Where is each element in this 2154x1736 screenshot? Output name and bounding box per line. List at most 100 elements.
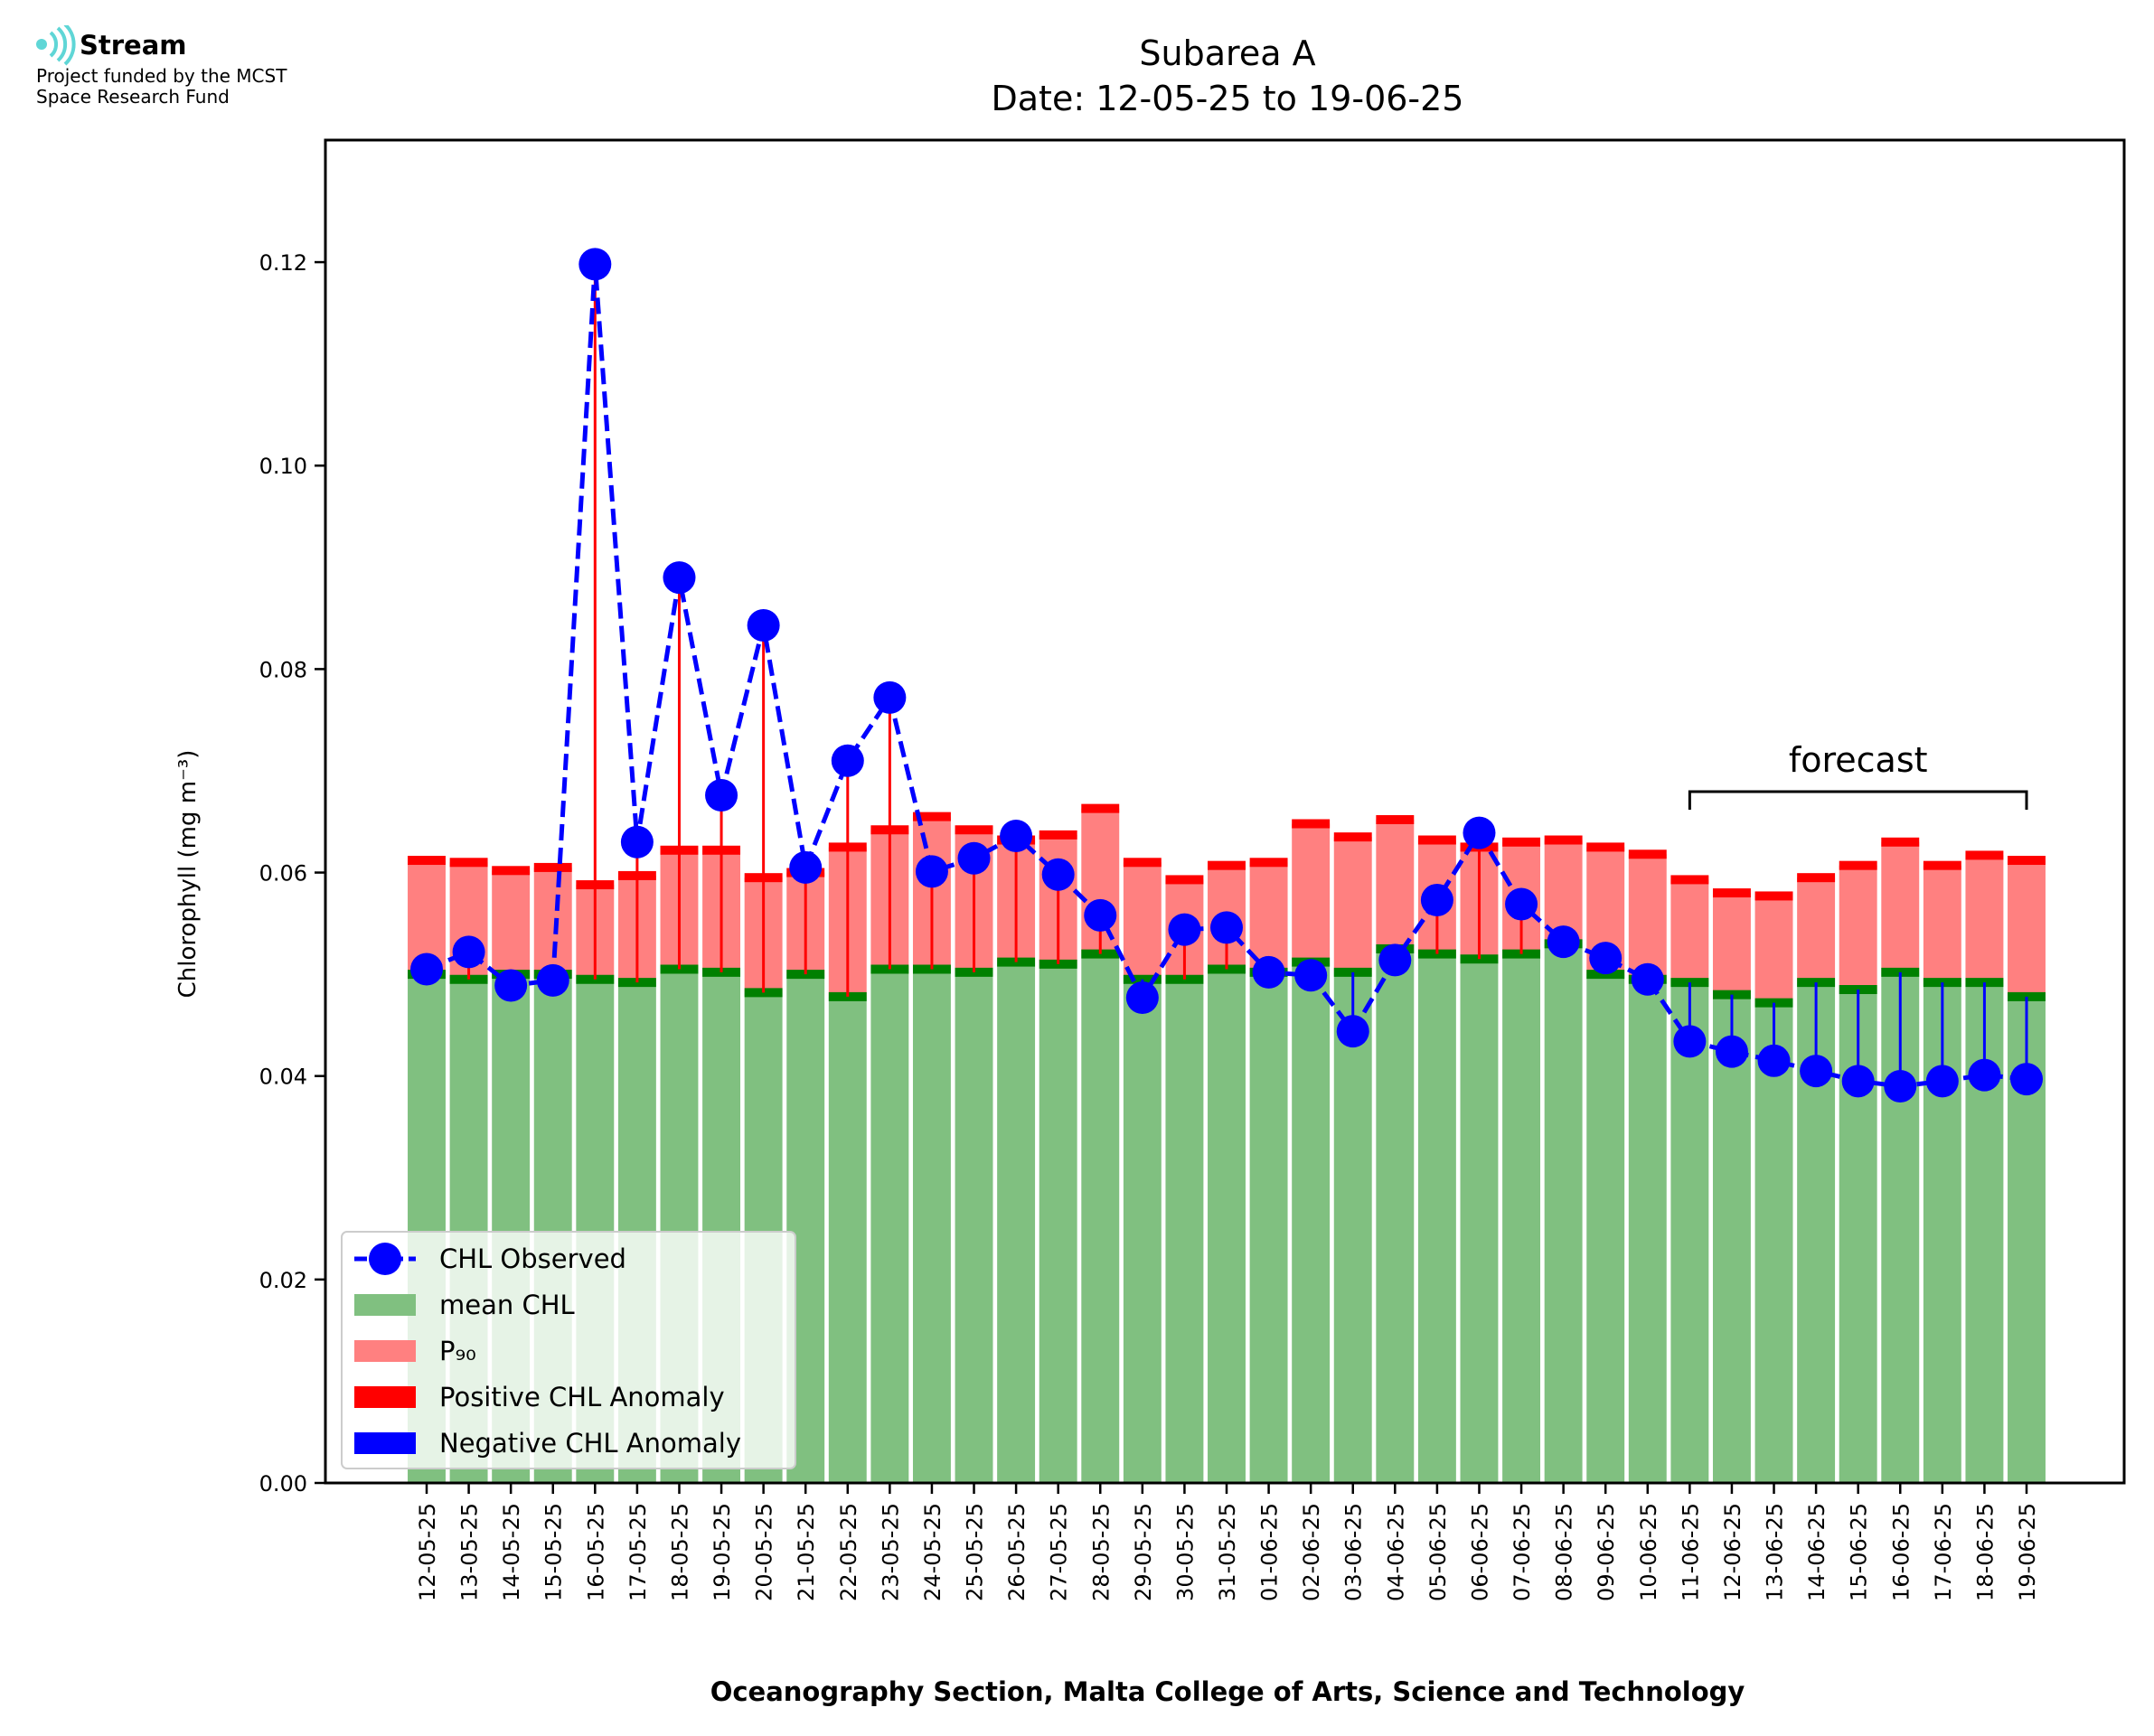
mean-chl-bar bbox=[997, 962, 1036, 1483]
p90-cap bbox=[1797, 873, 1836, 883]
chl-observed-point bbox=[663, 561, 696, 595]
x-tick-label: 01-06-25 bbox=[1257, 1503, 1283, 1601]
p90-cap bbox=[492, 866, 531, 876]
p90-cap bbox=[1754, 891, 1793, 901]
x-tick-label: 19-06-25 bbox=[2015, 1503, 2040, 1601]
chl-observed-point bbox=[1841, 1065, 1875, 1098]
x-tick-label: 18-05-25 bbox=[667, 1503, 692, 1601]
mean-chl-bar bbox=[1460, 959, 1499, 1483]
mean-chl-bar bbox=[1039, 963, 1077, 1483]
chl-observed-point bbox=[1294, 959, 1328, 992]
legend-marker-chl-observed bbox=[369, 1243, 401, 1275]
mean-chl-bar bbox=[1333, 971, 1372, 1483]
x-tick-label: 12-06-25 bbox=[1720, 1503, 1745, 1601]
x-tick-label: 14-06-25 bbox=[1804, 1503, 1829, 1601]
chl-observed-point bbox=[1252, 955, 1285, 989]
chl-observed-point bbox=[1168, 913, 1201, 946]
x-tick-label: 28-05-25 bbox=[1088, 1503, 1114, 1601]
x-tick-label: 10-06-25 bbox=[1636, 1503, 1661, 1601]
x-tick-label: 13-05-25 bbox=[457, 1503, 483, 1601]
x-tick-label: 08-06-25 bbox=[1552, 1503, 1577, 1601]
legend-box bbox=[341, 1231, 796, 1469]
mean-chl-bar bbox=[1417, 953, 1456, 1483]
chl-observed-point bbox=[1589, 942, 1623, 975]
chl-observed-point bbox=[1210, 911, 1243, 944]
logo-line-1: Project funded by the MCST bbox=[36, 65, 287, 87]
logo-name: Stream bbox=[80, 30, 187, 61]
x-tick-label: 26-05-25 bbox=[1004, 1503, 1030, 1601]
chl-observed-point bbox=[2010, 1063, 2043, 1096]
y-tick-label: 0.08 bbox=[259, 657, 307, 682]
p90-bar bbox=[1333, 837, 1372, 972]
mean-chl-bar bbox=[955, 971, 993, 1483]
chl-observed-point bbox=[1378, 943, 1412, 977]
chl-observed-point bbox=[1673, 1025, 1707, 1058]
x-tick-label: 17-06-25 bbox=[1931, 1503, 1956, 1601]
x-tick-label: 05-06-25 bbox=[1425, 1503, 1451, 1601]
p90-bar bbox=[1797, 877, 1836, 983]
chl-observed-point bbox=[1968, 1058, 2001, 1092]
p90-cap bbox=[1544, 835, 1583, 845]
y-tick-label: 0.00 bbox=[259, 1471, 307, 1497]
chart-title: Subarea A bbox=[1139, 33, 1315, 73]
y-tick-label: 0.04 bbox=[259, 1065, 307, 1090]
chl-observed-point bbox=[1420, 883, 1453, 916]
x-tick-label: 04-06-25 bbox=[1383, 1503, 1408, 1601]
y-axis-label: Chlorophyll (mg m⁻³) bbox=[174, 750, 202, 999]
x-tick-label: 16-05-25 bbox=[583, 1503, 608, 1601]
p90-cap bbox=[1712, 888, 1751, 898]
chl-observed-point bbox=[620, 825, 654, 859]
p90-cap bbox=[1670, 875, 1709, 885]
p90-cap bbox=[1039, 830, 1077, 840]
p90-cap bbox=[1417, 835, 1456, 845]
x-tick-label: 11-06-25 bbox=[1678, 1503, 1703, 1601]
mean-chl-bar bbox=[1376, 948, 1415, 1483]
x-tick-label: 12-05-25 bbox=[415, 1503, 440, 1601]
p90-cap bbox=[1839, 860, 1877, 870]
p90-cap bbox=[955, 825, 993, 835]
mean-chl-bar bbox=[1123, 979, 1162, 1483]
p90-cap bbox=[449, 858, 488, 868]
x-tick-label: 14-05-25 bbox=[499, 1503, 524, 1601]
p90-cap bbox=[1333, 832, 1372, 842]
chart-subtitle: Date: 12-05-25 to 19-06-25 bbox=[992, 79, 1464, 118]
x-tick-label: 20-05-25 bbox=[752, 1503, 777, 1601]
p90-cap bbox=[1376, 815, 1415, 825]
chl-observed-point bbox=[1800, 1055, 1833, 1088]
chl-observed-point bbox=[1084, 898, 1117, 932]
legend-swatch-2 bbox=[354, 1340, 416, 1362]
p90-bar bbox=[1123, 862, 1162, 980]
x-tick-label: 23-05-25 bbox=[878, 1503, 903, 1601]
x-tick-label: 13-06-25 bbox=[1763, 1503, 1788, 1601]
x-tick-label: 18-06-25 bbox=[1972, 1503, 1998, 1601]
x-tick-label: 09-06-25 bbox=[1594, 1503, 1619, 1601]
p90-cap bbox=[1081, 803, 1120, 813]
chl-observed-point bbox=[1125, 981, 1159, 1015]
chl-observed-point bbox=[915, 855, 948, 888]
chl-observed-point bbox=[452, 935, 485, 969]
p90-cap bbox=[408, 856, 446, 866]
p90-cap bbox=[1628, 849, 1667, 859]
plot-area: 0.00 0.02 0.04 0.06 0.08 0.10 0.12 12-05-25 13-0… bbox=[259, 138, 2126, 1601]
x-tick-label: 03-06-25 bbox=[1341, 1503, 1367, 1601]
mean-chl-bar bbox=[1208, 969, 1246, 1483]
mean-chl-bar bbox=[828, 996, 867, 1483]
chl-observed-point bbox=[873, 680, 907, 714]
legend-swatch-3 bbox=[354, 1386, 416, 1408]
p90-bar bbox=[1376, 820, 1415, 949]
p90-cap bbox=[1165, 875, 1204, 885]
p90-cap bbox=[1292, 819, 1331, 829]
chl-observed-point bbox=[1925, 1065, 1959, 1098]
p90-cap bbox=[533, 862, 572, 872]
x-tick-label: 29-05-25 bbox=[1131, 1503, 1156, 1601]
mean-chl-bar bbox=[870, 969, 909, 1483]
p90-cap bbox=[1965, 850, 2004, 860]
p90-bar bbox=[1249, 862, 1288, 972]
p90-cap bbox=[912, 812, 951, 821]
p90-bar bbox=[1754, 896, 1793, 1003]
x-tick-label: 07-06-25 bbox=[1510, 1503, 1535, 1601]
x-tick-label: 21-05-25 bbox=[794, 1503, 819, 1601]
chl-observed-point bbox=[1463, 816, 1496, 849]
x-tick-label: 22-05-25 bbox=[836, 1503, 861, 1601]
mean-chl-bar bbox=[1292, 962, 1331, 1483]
